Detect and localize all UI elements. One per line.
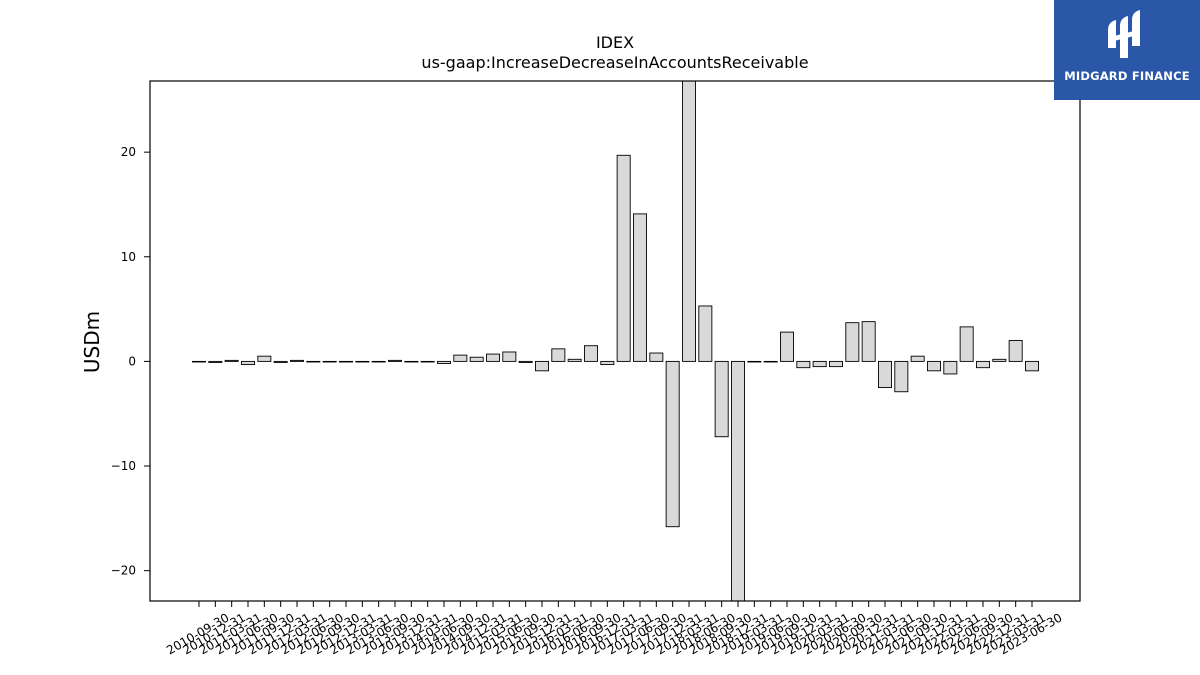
bar-2022-09-30 — [976, 360, 990, 369]
bar-2017-06-30 — [633, 213, 647, 362]
chart-title: IDEX — [596, 33, 634, 52]
y-tick-label: 20 — [121, 145, 136, 159]
bar-2022-03-31 — [943, 360, 958, 375]
y-tick-label: 0 — [128, 354, 136, 368]
bar-2023-03-31 — [1008, 340, 1023, 362]
logo-mark-icon — [1108, 10, 1140, 58]
bar-2012-06-30 — [306, 360, 321, 363]
y-tick-label: 10 — [121, 250, 136, 264]
bar-2017-03-31 — [616, 154, 631, 362]
bar-2014-12-31 — [469, 356, 484, 362]
bar-2016-06-30 — [567, 358, 582, 362]
y-tick-label: −10 — [111, 459, 136, 473]
bar-2014-03-31 — [420, 360, 435, 363]
bar-2019-09-30 — [780, 331, 794, 362]
bar-2021-09-30 — [910, 355, 925, 362]
bar-2021-03-31 — [878, 360, 892, 389]
bar-2013-03-31 — [355, 360, 370, 363]
bar-2012-03-31 — [290, 359, 304, 362]
bar-2010-12-31 — [208, 360, 223, 363]
bar-2018-03-31 — [682, 80, 696, 362]
bar-2022-12-31 — [992, 358, 1007, 362]
bar-2018-12-31 — [731, 360, 745, 602]
y-axis-label: USDm — [80, 311, 104, 373]
bar-2011-12-31 — [273, 360, 288, 363]
bar-2018-06-30 — [698, 305, 713, 362]
bar-2017-09-30 — [649, 352, 664, 362]
bar-2020-06-30 — [829, 360, 843, 368]
chart-subtitle: us-gaap:IncreaseDecreaseInAccountsReceiv… — [421, 53, 808, 72]
y-axis-ticks: −20 −10 0 10 20 — [111, 145, 150, 578]
y-tick-label: −20 — [111, 564, 136, 578]
bar-2021-06-30 — [894, 360, 909, 393]
bar-2013-12-31 — [404, 360, 419, 363]
plot-area-frame — [149, 80, 1081, 602]
bar-2010-09-30 — [192, 360, 206, 363]
bar-2015-12-31 — [535, 360, 549, 372]
bar-2019-06-30 — [763, 360, 778, 363]
bar-2015-03-31 — [486, 353, 500, 362]
bar-2016-12-31 — [600, 360, 615, 365]
x-axis-ticks: 2010-09-302010-12-312011-03-312011-06-30… — [164, 601, 1065, 657]
bar-2023-06-30 — [1025, 360, 1039, 372]
bar-2018-09-30 — [714, 360, 729, 438]
bar-2016-09-30 — [584, 345, 598, 362]
logo-text: MIDGARD FINANCE — [1064, 69, 1190, 83]
bar-2020-12-31 — [861, 321, 876, 362]
bar-2012-09-30 — [322, 360, 337, 363]
bar-2015-09-30 — [518, 360, 533, 363]
bar-2014-09-30 — [453, 354, 468, 362]
bar-2011-09-30 — [257, 355, 272, 362]
bar-2017-12-31 — [665, 360, 680, 528]
bar-2020-09-30 — [845, 322, 860, 362]
bar-2013-06-30 — [371, 360, 386, 363]
bar-2013-09-30 — [388, 359, 402, 362]
bar-series — [192, 80, 1039, 602]
bar-2012-12-31 — [339, 360, 353, 363]
bar-2022-06-30 — [959, 326, 974, 362]
bar-2014-06-30 — [437, 360, 451, 364]
bar-2021-12-31 — [927, 360, 941, 372]
bar-2011-06-30 — [241, 360, 255, 365]
bar-2016-03-31 — [551, 348, 566, 362]
bar-2015-06-30 — [502, 351, 517, 362]
bar-2019-03-31 — [747, 360, 762, 363]
bar-2011-03-31 — [224, 359, 239, 362]
bar-2019-12-31 — [796, 360, 811, 369]
midgard-finance-logo: MIDGARD FINANCE — [1054, 0, 1200, 100]
bar-2020-03-31 — [812, 360, 827, 368]
